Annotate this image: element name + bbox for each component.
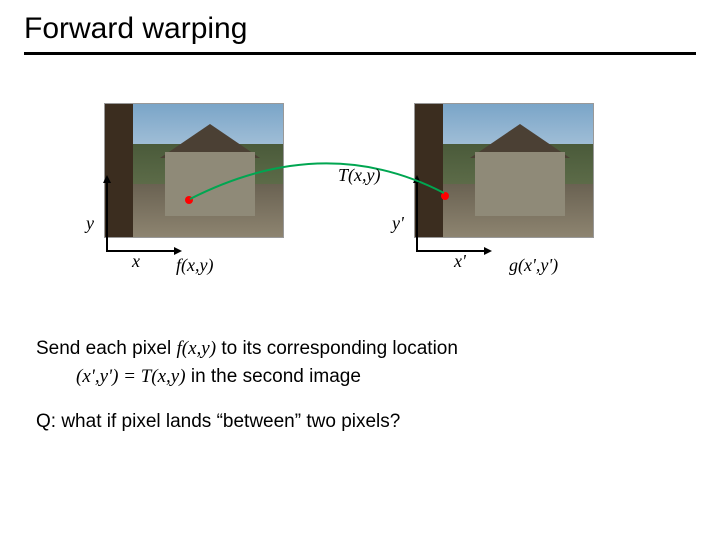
right-x-label: x' [454, 251, 466, 272]
right-axis-y-arrow [413, 175, 421, 183]
right-axis-x-arrow [484, 247, 492, 255]
target-pixel-dot [441, 192, 449, 200]
right-y-label: y' [392, 213, 404, 234]
right-axis-x [416, 250, 486, 252]
right-axis-y [416, 181, 418, 251]
left-x-label: x [132, 251, 140, 272]
text-fragment: to its corresponding location [216, 338, 458, 359]
right-function-label: g(x',y') [509, 255, 558, 276]
left-axis-x-arrow [174, 247, 182, 255]
source-pixel-dot [185, 196, 193, 204]
left-axis-y-arrow [103, 175, 111, 183]
body-question: Q: what if pixel lands “between” two pix… [36, 408, 696, 436]
body-text: Send each pixel f(x,y) to its correspond… [24, 335, 696, 436]
transform-label: T(x,y) [338, 165, 380, 186]
house-shape [475, 152, 565, 216]
math-fragment: f(x,y) [177, 338, 217, 359]
target-image [414, 103, 594, 238]
left-function-label: f(x,y) [176, 255, 213, 276]
math-fragment: (x',y') = T(x,y) [76, 366, 186, 387]
diagram-area: y x f(x,y) y' x' g(x',y') T(x,y) [104, 103, 696, 323]
left-axis-y [106, 181, 108, 251]
tree-shape [415, 104, 443, 238]
body-line-1: Send each pixel f(x,y) to its correspond… [36, 335, 696, 390]
left-axis-x [106, 250, 176, 252]
tree-shape [105, 104, 133, 238]
body-line-2: (x',y') = T(x,y) in the second image [36, 363, 696, 391]
page-title: Forward warping [24, 12, 696, 52]
text-fragment: in the second image [186, 366, 361, 387]
source-image [104, 103, 284, 238]
title-rule [24, 52, 696, 55]
house-shape [165, 152, 255, 216]
text-fragment: Send each pixel [36, 338, 177, 359]
left-y-label: y [86, 213, 94, 234]
